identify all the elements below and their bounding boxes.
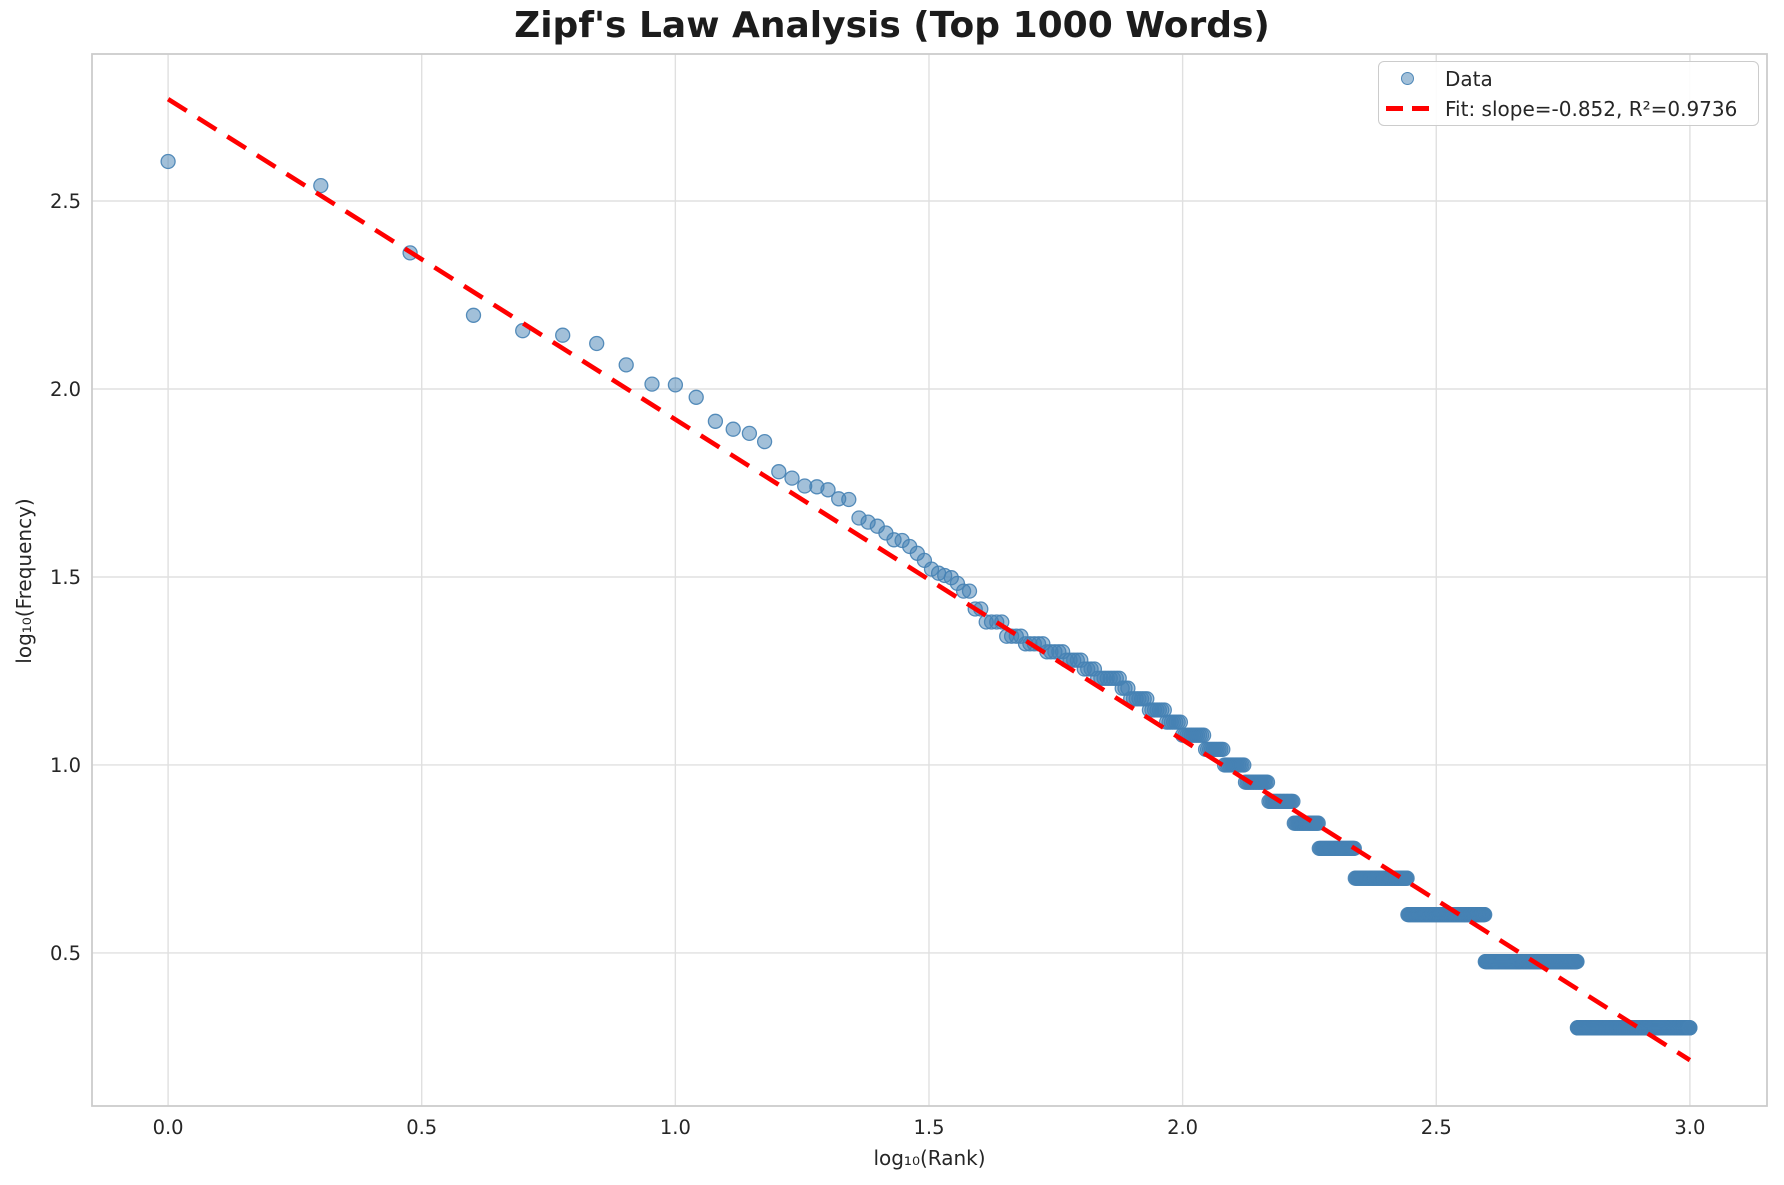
y-tick-label: 2.5 bbox=[50, 190, 81, 213]
axes-frame bbox=[91, 53, 1768, 1107]
y-tick-label: 1.0 bbox=[50, 754, 81, 777]
y-tick-label: 0.5 bbox=[50, 942, 81, 965]
x-tick-label: 3.0 bbox=[1674, 1116, 1705, 1139]
legend: Data Fit: slope=-0.852, R²=0.9736 bbox=[1378, 61, 1759, 126]
legend-handle bbox=[1379, 72, 1435, 85]
legend-handle bbox=[1379, 106, 1435, 111]
y-tick-labels: 0.5 1.0 1.5 2.0 2.5 bbox=[50, 190, 81, 965]
y-tick-label: 2.0 bbox=[50, 378, 81, 401]
chart-title: Zipf's Law Analysis (Top 1000 Words) bbox=[514, 5, 1270, 46]
x-tick-label: 1.5 bbox=[913, 1116, 944, 1139]
x-axis-label: log₁₀(Rank) bbox=[873, 1146, 986, 1170]
legend-fit-label: Fit: slope=-0.852, R²=0.9736 bbox=[1445, 96, 1738, 121]
legend-entry-data: Data bbox=[1379, 65, 1758, 92]
x-tick-label: 2.5 bbox=[1421, 1116, 1452, 1139]
scatter-points bbox=[160, 153, 1698, 1036]
gridlines bbox=[92, 54, 1767, 1106]
y-axis-label: log₁₀(Frequency) bbox=[12, 498, 36, 664]
x-tick-label: 0.5 bbox=[406, 1116, 437, 1139]
x-tick-label: 1.0 bbox=[660, 1116, 691, 1139]
y-tick-label: 1.5 bbox=[50, 566, 81, 589]
x-tick-label: 0.0 bbox=[153, 1116, 184, 1139]
fit-line bbox=[166, 97, 1692, 1063]
legend-entry-fit: Fit: slope=-0.852, R²=0.9736 bbox=[1379, 95, 1758, 122]
scatter-marker-icon bbox=[1400, 72, 1414, 85]
x-tick-labels: 0.0 0.5 1.0 1.5 2.0 2.5 3.0 bbox=[153, 1116, 1706, 1139]
legend-data-label: Data bbox=[1445, 66, 1493, 91]
x-tick-label: 2.0 bbox=[1167, 1116, 1198, 1139]
dashed-line-icon bbox=[1385, 106, 1429, 111]
